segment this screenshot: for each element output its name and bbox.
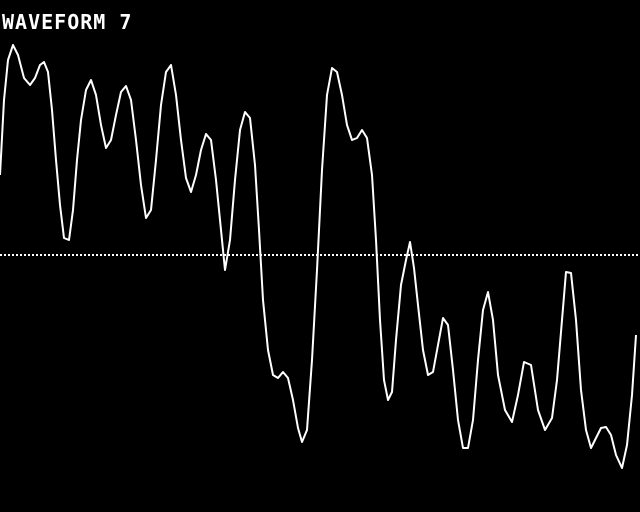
waveform-trace — [0, 44, 637, 469]
waveform-title: WAVEFORM 7 — [2, 10, 133, 34]
